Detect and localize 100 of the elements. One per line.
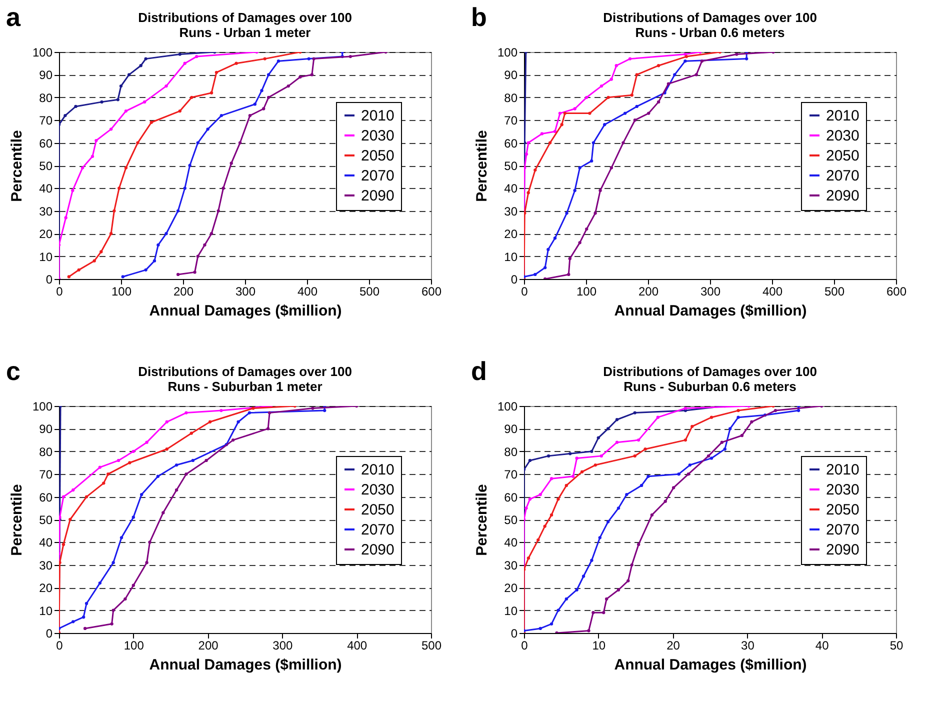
x-tick-label: 500 — [824, 284, 845, 298]
point — [606, 427, 610, 430]
point — [266, 73, 270, 76]
y-tick-label: 20 — [504, 227, 518, 242]
point — [145, 440, 148, 444]
point — [210, 232, 214, 236]
point — [106, 472, 110, 476]
x-tick-label: 10 — [592, 638, 606, 652]
point — [774, 408, 778, 412]
point — [196, 254, 200, 258]
point — [745, 57, 748, 60]
point — [684, 60, 687, 63]
point — [553, 130, 557, 134]
point — [148, 540, 152, 544]
point — [188, 164, 192, 168]
y-tick-label: 70 — [39, 468, 53, 482]
point — [184, 411, 188, 414]
x-tick-label: 200 — [173, 284, 194, 298]
point — [635, 73, 638, 76]
point — [640, 484, 644, 488]
point — [796, 408, 800, 412]
point — [582, 574, 586, 578]
point — [633, 411, 636, 414]
point — [286, 84, 290, 88]
point — [548, 141, 552, 144]
point — [82, 616, 86, 619]
x-axis-title: Annual Damages ($million) — [614, 302, 807, 320]
legend-label: 2070 — [361, 167, 394, 184]
y-tick-label: 60 — [39, 136, 53, 150]
point — [174, 488, 178, 492]
point — [710, 456, 714, 460]
point — [605, 597, 608, 601]
point — [236, 420, 240, 424]
y-tick-label: 30 — [39, 204, 53, 218]
point — [598, 188, 602, 192]
point — [124, 166, 128, 170]
legend-label: 2090 — [361, 187, 394, 204]
y-tick-label: 40 — [504, 182, 518, 196]
point — [132, 584, 135, 587]
point — [550, 477, 554, 480]
point — [310, 73, 314, 76]
point — [603, 123, 606, 126]
y-tick-label: 50 — [504, 513, 518, 527]
point — [694, 73, 698, 76]
x-tick-label: 0 — [56, 284, 64, 298]
point — [116, 458, 120, 462]
point — [98, 581, 102, 585]
point — [572, 474, 575, 478]
point — [626, 579, 630, 582]
point — [578, 166, 582, 170]
text: b — [471, 2, 487, 33]
point — [736, 408, 740, 412]
line-series — [121, 52, 344, 278]
point — [84, 602, 88, 606]
legend-label: 2010 — [361, 461, 394, 478]
point — [578, 241, 582, 244]
point — [538, 492, 542, 496]
point — [573, 107, 576, 110]
point — [311, 406, 314, 410]
point — [666, 82, 670, 86]
point — [72, 488, 75, 492]
point — [183, 186, 186, 190]
y-axis-title: Percentile — [8, 130, 26, 202]
legend-label: 2050 — [361, 501, 394, 518]
point — [736, 416, 740, 419]
point — [610, 78, 613, 81]
point — [633, 454, 636, 458]
point — [196, 141, 200, 144]
point — [84, 495, 88, 498]
point — [596, 436, 600, 440]
point — [232, 438, 235, 442]
point — [124, 109, 128, 113]
point — [524, 152, 528, 156]
point — [560, 123, 564, 126]
point — [220, 114, 224, 118]
point — [647, 112, 650, 115]
point — [150, 120, 153, 124]
chart-title: Distributions of Damages over 100 Runs - Urban 1 meter — [138, 10, 352, 40]
point — [526, 141, 530, 144]
point — [183, 62, 186, 65]
text: a — [6, 2, 20, 33]
point — [590, 159, 594, 163]
point — [127, 73, 131, 76]
y-tick-label: 60 — [39, 490, 53, 504]
y-tick-label: 50 — [504, 159, 518, 173]
point — [190, 96, 194, 99]
point — [348, 54, 352, 58]
point — [556, 608, 560, 612]
point — [132, 516, 135, 519]
point — [260, 89, 264, 92]
legend-label: 2030 — [361, 481, 394, 498]
point — [121, 275, 124, 278]
x-tick-label: 300 — [235, 284, 256, 298]
y-tick-label: 90 — [39, 422, 53, 436]
legend-label: 2050 — [361, 147, 394, 164]
point — [110, 622, 114, 626]
point — [553, 236, 557, 240]
y-tick-label: 50 — [39, 159, 53, 173]
y-tick-label: 10 — [504, 604, 518, 618]
point — [252, 406, 255, 410]
